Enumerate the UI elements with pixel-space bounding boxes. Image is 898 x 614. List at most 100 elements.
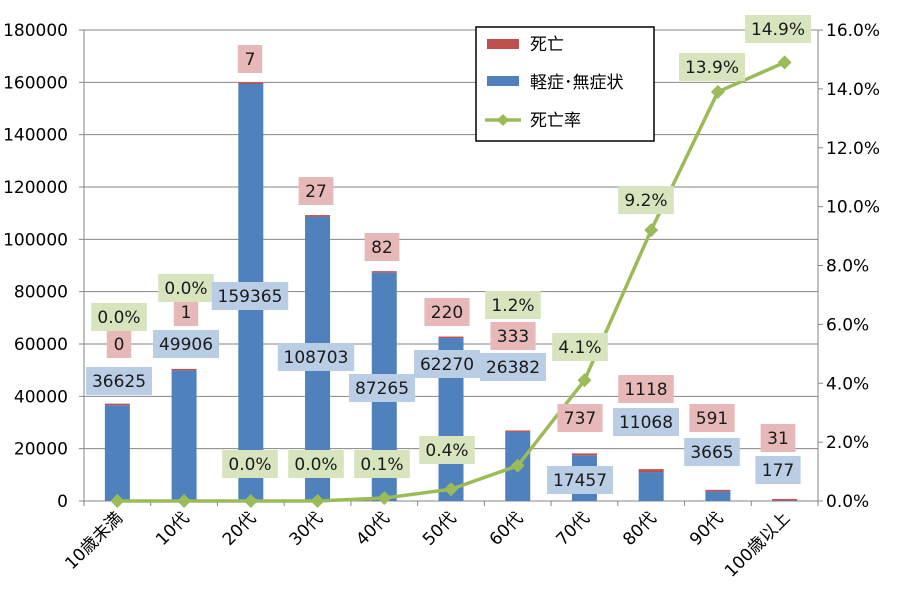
rate-value-label-bg xyxy=(679,53,745,81)
mild-value-label: 17457 xyxy=(553,471,607,491)
legend-swatch-mild xyxy=(487,76,519,86)
y-tick-label: 80000 xyxy=(14,283,68,303)
y-tick-label: 0 xyxy=(57,492,68,512)
rate-marker xyxy=(510,458,525,473)
rate-marker xyxy=(177,494,192,508)
bar-death xyxy=(505,430,531,432)
data-labels: 36625 0 0.0% 49906 1 0.0% 159365 7 0.0% 108703 27 0… xyxy=(86,15,811,494)
mild-value-label: 87265 xyxy=(355,379,409,399)
rate-value-label: 0.1% xyxy=(360,455,403,475)
y2-tick-label: 10.0% xyxy=(826,198,880,218)
rate-value-label: 0.0% xyxy=(164,279,207,299)
rate-marker xyxy=(777,55,792,70)
mild-value-label-bg xyxy=(153,330,219,358)
death-value-label-bg xyxy=(106,330,132,358)
rate-marker xyxy=(577,373,592,388)
x-category-label: 50代 xyxy=(419,508,460,549)
death-value-label-bg xyxy=(689,404,735,432)
rate-value-label: 14.9% xyxy=(751,20,805,40)
bar-death xyxy=(438,336,464,339)
rate-marker xyxy=(444,482,458,497)
y-tick-label: 180000 xyxy=(3,21,68,41)
rate-marker xyxy=(243,494,258,508)
bar-death xyxy=(238,82,264,84)
mild-value-label: 3665 xyxy=(690,443,733,463)
death-value-label: 333 xyxy=(497,327,529,347)
bar-mild xyxy=(705,491,731,501)
mild-value-label-bg xyxy=(547,466,613,494)
bar-death xyxy=(772,499,798,501)
death-rate-line xyxy=(110,55,792,508)
x-category-label: 70代 xyxy=(553,508,594,549)
rate-value-label: 9.2% xyxy=(624,191,667,211)
rate-value-label: 1.2% xyxy=(491,296,534,316)
bar-death xyxy=(171,368,197,371)
mild-value-label: 36625 xyxy=(92,372,146,392)
x-category-label: 80代 xyxy=(619,508,660,549)
death-value-label: 1 xyxy=(181,303,192,323)
death-value-label: 1118 xyxy=(624,380,667,400)
y-tick-label: 120000 xyxy=(3,178,68,198)
mild-value-label-bg xyxy=(755,456,801,484)
mild-value-label: 26382 xyxy=(486,358,540,378)
rate-marker xyxy=(644,223,659,238)
y-tick-label: 160000 xyxy=(3,73,68,93)
death-value-label-bg xyxy=(557,404,603,432)
death-value-label-bg xyxy=(618,375,674,403)
legend-swatch-rate-marker xyxy=(497,114,509,126)
rate-value-label-bg xyxy=(354,450,410,478)
mild-value-label: 49906 xyxy=(159,335,213,355)
legend-swatch-death xyxy=(487,39,519,49)
bar-death xyxy=(571,453,597,456)
y2-tick-label: 2.0% xyxy=(826,433,869,453)
rate-value-label-bg xyxy=(552,333,608,361)
bar-death xyxy=(104,403,130,406)
rate-value-label: 0.0% xyxy=(294,455,337,475)
bar-death xyxy=(305,215,331,217)
rate-value-label-bg xyxy=(745,15,811,43)
death-value-label-bg xyxy=(760,424,796,452)
rate-value-label-bg xyxy=(288,450,344,478)
bar-death xyxy=(371,271,397,273)
rate-value-label-bg xyxy=(419,436,475,464)
legend-label-death: 死亡 xyxy=(530,35,564,55)
x-category-label: 60代 xyxy=(486,508,527,549)
legend-label-mild: 軽症･無症状 xyxy=(530,73,624,93)
rate-marker xyxy=(377,491,392,506)
y2-tick-label: 4.0% xyxy=(826,374,869,394)
y-tick-label: 20000 xyxy=(14,440,68,460)
mild-value-label: 62270 xyxy=(420,355,474,375)
rate-value-label-bg xyxy=(158,274,214,302)
rate-value-label: 13.9% xyxy=(685,58,739,78)
rate-marker xyxy=(310,494,325,508)
death-value-label: 31 xyxy=(767,429,789,449)
death-value-label: 220 xyxy=(431,303,463,323)
y-tick-label: 140000 xyxy=(3,126,68,146)
death-value-label-bg xyxy=(237,45,263,73)
mild-value-label-bg xyxy=(211,282,289,310)
mild-value-label-bg xyxy=(277,343,355,371)
death-value-label: 7 xyxy=(245,50,256,70)
death-value-label-bg xyxy=(298,177,334,205)
bar-death xyxy=(638,469,664,473)
death-value-label: 0 xyxy=(114,335,125,355)
death-value-label: 591 xyxy=(696,409,728,429)
mild-value-label: 11068 xyxy=(619,413,673,433)
mild-value-label-bg xyxy=(414,350,480,378)
y2-tick-label: 0.0% xyxy=(826,492,869,512)
legend-label-rate: 死亡率 xyxy=(530,111,581,131)
mild-value-label: 108703 xyxy=(284,348,349,368)
x-category-label: 10代 xyxy=(152,508,193,549)
x-category-label: 30代 xyxy=(286,508,327,549)
mild-value-label-bg xyxy=(349,374,415,402)
rate-marker xyxy=(110,494,125,508)
y2-tick-label: 6.0% xyxy=(826,315,869,335)
death-value-label-bg xyxy=(490,322,536,350)
rate-marker xyxy=(710,84,725,99)
rate-value-label: 0.0% xyxy=(97,308,140,328)
rate-value-label: 4.1% xyxy=(558,338,601,358)
death-value-label: 27 xyxy=(305,182,327,202)
rate-value-label: 0.4% xyxy=(425,441,468,461)
death-value-label-bg xyxy=(364,233,400,261)
